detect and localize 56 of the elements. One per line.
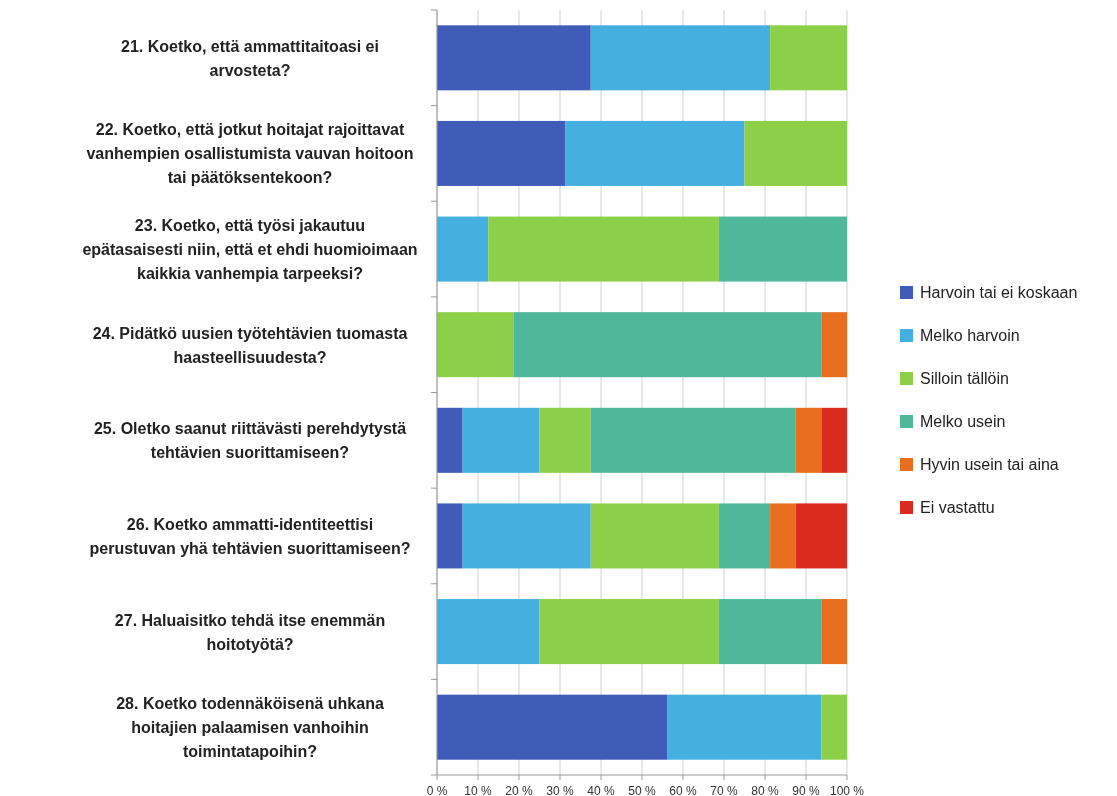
legend-label: Silloin tällöin xyxy=(920,370,1009,387)
bar xyxy=(718,216,847,282)
bar xyxy=(437,407,463,473)
x-tick-label: 40 % xyxy=(587,784,615,796)
x-tick-label: 70 % xyxy=(710,784,738,796)
bar xyxy=(795,503,847,569)
legend-label: Harvoin tai ei koskaan xyxy=(920,284,1078,301)
x-tick-label: 90 % xyxy=(792,784,820,796)
y-tick-label: 23. Koetko, että työsi jakautuu epätasaisesti niin, että et ehdi huomioimaan kaikkia vanhempia tarpeeksi? xyxy=(82,217,418,283)
bar xyxy=(437,312,514,378)
x-tick-label: 100 % xyxy=(829,784,865,796)
x-tick-label: 50 % xyxy=(628,784,656,796)
y-tick-label: 26. Koetko ammatti-identiteettisi perustuvan yhä tehtävien suorittamiseen? xyxy=(89,515,411,557)
bar xyxy=(539,599,719,665)
y-tick-label: 22. Koetko, että jotkut hoitajat rajoittavat vanhempien osallistumista vauvan hoitoon tai päätöksentekoon? xyxy=(86,121,414,187)
x-tick-label: 20 % xyxy=(505,784,533,796)
y-tick-label: 21. Koetko, että ammattitaitoasi ei arvosteta? xyxy=(121,37,379,79)
bar xyxy=(437,503,463,569)
bar xyxy=(667,694,822,760)
legend-label: Hyvin usein tai aina xyxy=(920,456,1059,473)
bar xyxy=(795,407,822,473)
bar xyxy=(437,120,566,186)
y-tick-label: 25. Oletko saanut riittävästi perehdytystä tehtävien suorittamiseen? xyxy=(93,420,407,462)
x-tick-label: 0 % xyxy=(426,784,448,796)
y-tick-label: 28. Koetko todennäköisenä uhkana hoitajien palaamisen vanhoihin toimintatapoihin? xyxy=(116,695,384,761)
x-tick-label: 60 % xyxy=(669,784,697,796)
bar xyxy=(590,25,771,91)
bar xyxy=(718,503,771,569)
bar xyxy=(462,503,591,569)
x-tick-label: 80 % xyxy=(751,784,779,796)
x-tick-label: 30 % xyxy=(546,784,574,796)
bar xyxy=(821,694,847,760)
bar xyxy=(590,407,796,473)
x-tick-label: 10 % xyxy=(464,784,492,796)
bar xyxy=(437,216,489,282)
bar xyxy=(539,407,591,473)
bar xyxy=(437,25,591,91)
bar xyxy=(770,25,847,91)
bar xyxy=(437,599,540,665)
bar xyxy=(744,120,847,186)
y-tick-label: 27. Haluaisitko tehdä itse enemmän hoitotyötä? xyxy=(114,611,386,653)
legend-label: Ei vastattu xyxy=(920,499,995,516)
bar xyxy=(718,599,822,665)
bar xyxy=(590,503,719,569)
bar xyxy=(488,216,719,282)
bar xyxy=(513,312,822,378)
bar xyxy=(821,312,847,378)
y-tick-label: 24. Pidätkö uusien työtehtävien tuomasta haasteellisuudesta? xyxy=(92,324,408,366)
legend-label: Melko usein xyxy=(920,413,1006,430)
legend-label: Melko harvoin xyxy=(920,327,1020,344)
bar xyxy=(821,599,847,665)
bar xyxy=(770,503,796,569)
bar xyxy=(437,694,668,760)
bar xyxy=(821,407,847,473)
bar xyxy=(565,120,745,186)
bar xyxy=(462,407,540,473)
